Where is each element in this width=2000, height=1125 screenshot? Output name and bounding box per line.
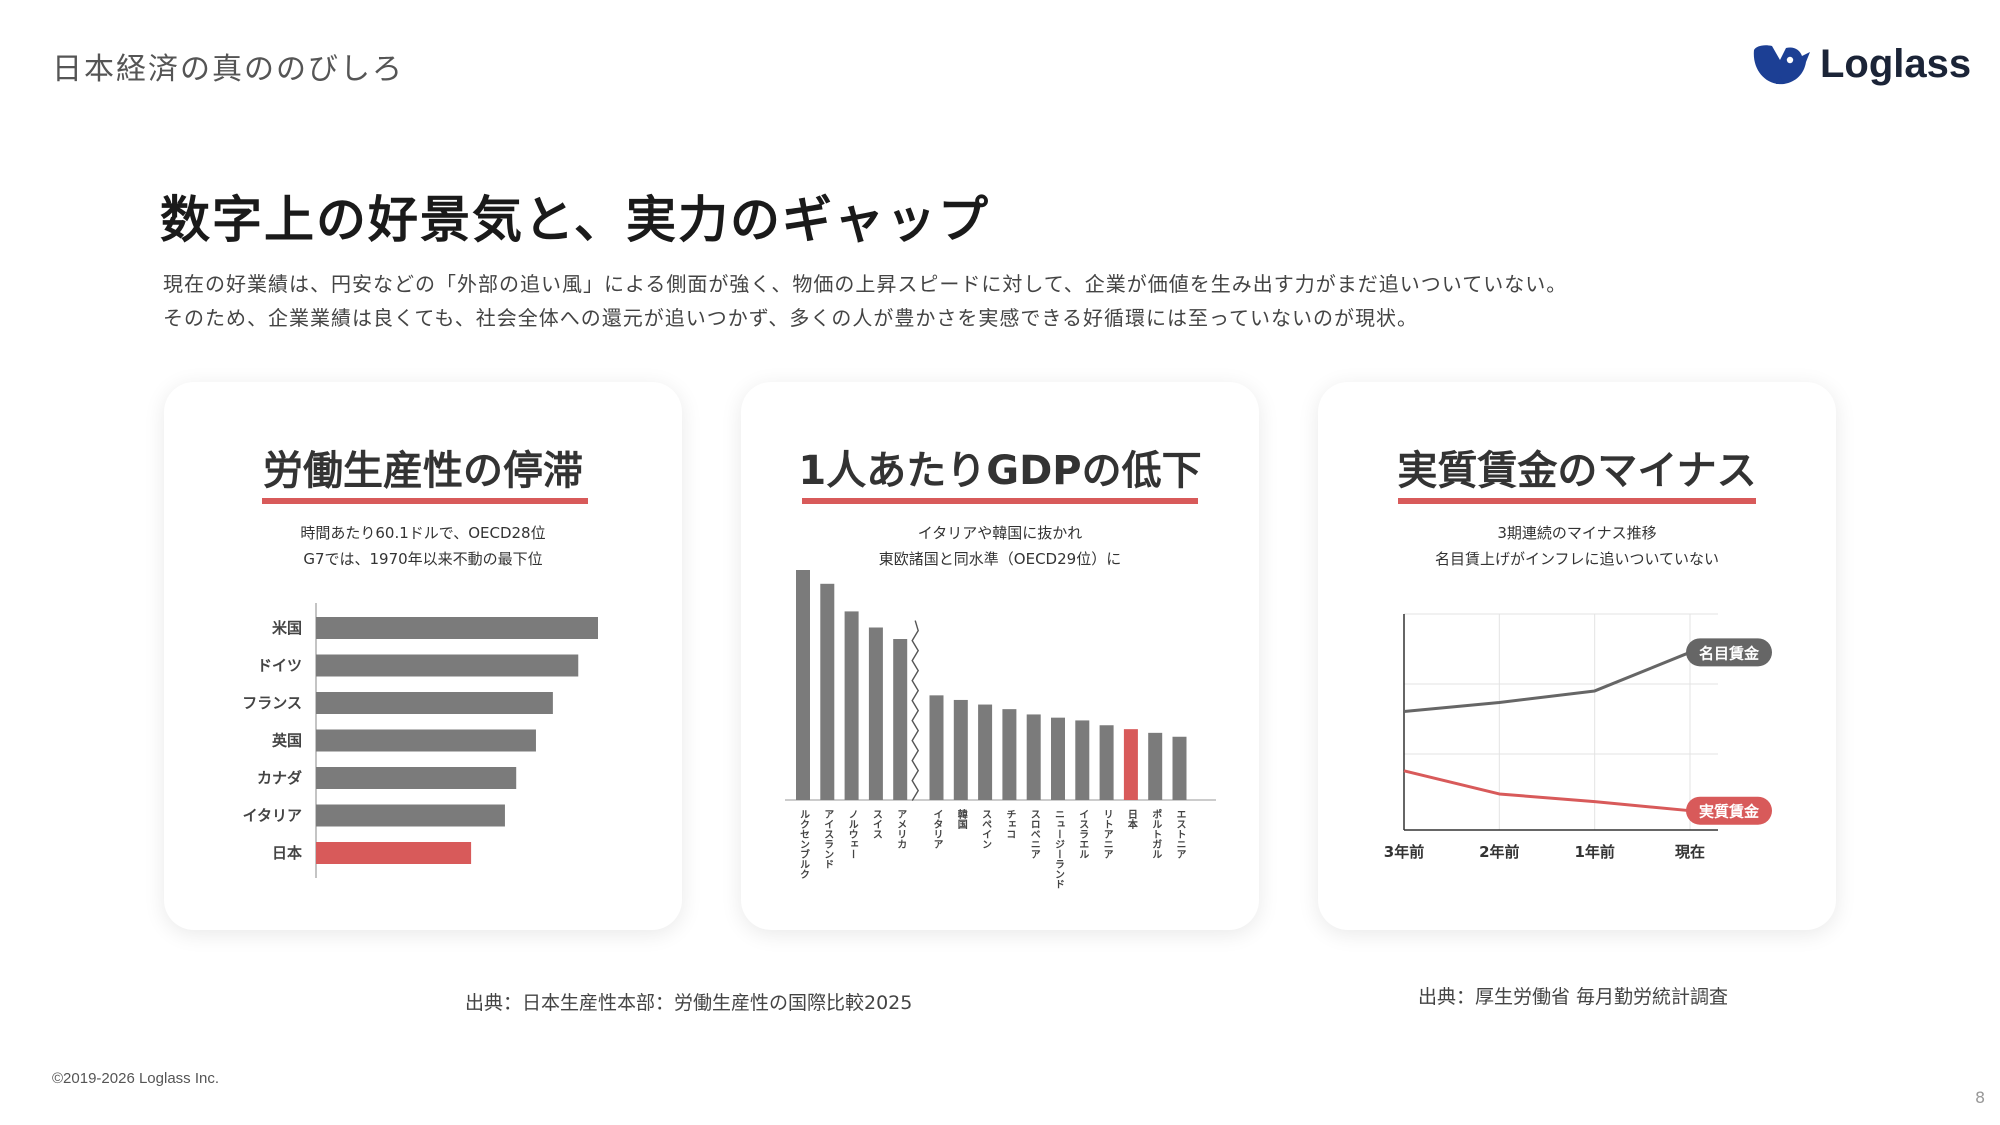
bar [316,842,472,864]
x-tick-label: 3年前 [1384,843,1424,861]
axis-break-mark [911,620,920,801]
category-label: チェコ [1004,809,1016,839]
category-label: ドイツ [257,657,302,675]
bar [1123,729,1138,800]
bar [316,654,579,677]
source-right: 出典：厚生労働省 毎月勤労統計調査 [1418,986,1729,1008]
category-label: ノルウェー [846,809,858,859]
section-title: 日本経済の真ののびしろ [52,52,404,87]
card-title: 1人あたりGDPの低下 [798,448,1202,494]
source-left: 出典：日本生産性本部：労働生産性の国際比較2025 [465,992,913,1014]
loglass-logo: Loglass [1750,38,1971,90]
title-underline [802,498,1198,504]
category-label: 日本 [1125,809,1137,830]
category-label: ニュージーランド [1053,809,1065,889]
bar [978,704,993,800]
gdp-card: 1人あたりGDPの低下 イタリアや韓国に抜かれ 東欧諸国と同水準（OECD29位… [741,382,1259,930]
category-label: カナダ [257,769,302,787]
category-label: リトアニア [1101,809,1113,859]
category-label: スロベニア [1028,809,1040,859]
category-label: ルクセンブルク [798,809,810,879]
bar [820,583,835,800]
bar [316,729,536,752]
category-label: 日本 [272,844,302,862]
bar [844,611,859,800]
wage-card: 実質賃金のマイナス 3期連続のマイナス推移 名目賃上げがインフレに追いついていな… [1318,382,1836,930]
card-title: 実質賃金のマイナス [1397,448,1757,494]
bar [893,639,908,800]
category-label: イタリア [243,807,302,825]
body-line-1: 現在の好業績は、円安などの「外部の追い風」による側面が強く、物価の上昇スピードに… [163,272,1568,296]
bar [868,627,883,800]
bar [316,617,598,639]
series-label: 実質賃金 [1699,803,1760,821]
body-line-2: そのため、企業業績は良くても、社会全体への還元が追いつかず、多くの人が豊かさを実… [163,306,1418,330]
x-tick-label: 2年前 [1479,843,1519,861]
category-label: スイス [870,809,882,839]
category-label: アメリカ [895,809,907,849]
series-label-pill [1686,638,1772,667]
bar [953,699,968,800]
category-label: スペイン [980,809,992,849]
series-label-pill [1686,796,1772,825]
x-tick-label: 1年前 [1574,843,1614,861]
bar [1172,736,1187,800]
series-line [1403,650,1691,714]
card-subtitle-line-2: 名目賃上げがインフレに追いついていない [1434,550,1720,568]
card-subtitle-line-1: 時間あたり60.1ドルで、OECD28位 [300,524,546,542]
bar [316,767,517,789]
gdp-bar-chart: ルクセンブルク アイスランド ノルウェー スイス アメリカ イタリア 韓国 スペイン チェコ スロ… [785,570,1216,889]
card-subtitle-line-2: G7では、1970年以来不動の最下位 [303,550,543,568]
bar [1026,714,1041,800]
category-label: フランス [242,694,302,712]
bar [316,804,505,827]
whale-logo-icon [1753,45,1810,85]
category-label: 米国 [272,619,302,637]
logo-text: Loglass [1820,41,1972,86]
card-subtitle-line-1: イタリアや韓国に抜かれ [917,524,1083,542]
card-subtitle-line-2: 東欧諸国と同水準（OECD29位）に [878,550,1122,568]
title-underline [1398,498,1756,504]
category-label: アイスランド [822,809,834,869]
bar [316,692,553,714]
category-label: イスラエル [1077,809,1089,859]
copyright: ©2019-2026 Loglass Inc. [52,1070,219,1087]
card-subtitle-line-1: 3期連続のマイナス推移 [1497,524,1657,542]
bar [1051,717,1065,800]
series-line [1403,769,1691,813]
bar [1148,732,1163,800]
series-label: 名目賃金 [1699,644,1760,662]
card-title: 労働生産性の停滞 [263,448,583,494]
title-underline [262,498,588,504]
productivity-card: 労働生産性の停滞 時間あたり60.1ドルで、OECD28位 G7では、1970年… [164,382,682,930]
category-label: 韓国 [955,808,967,830]
category-label: 英国 [272,732,302,750]
bar [1099,725,1114,800]
page-number: 8 [1975,1088,1986,1107]
category-label: イタリア [931,809,943,849]
bar [1002,709,1017,800]
bar [796,570,810,800]
bar [929,695,944,800]
category-label: エストニア [1174,809,1186,859]
page-title: 数字上の好景気と、実力のギャップ [160,191,990,249]
category-label: ポルトガル [1150,808,1162,859]
x-tick-label: 現在 [1675,843,1705,861]
bar [1075,720,1090,800]
